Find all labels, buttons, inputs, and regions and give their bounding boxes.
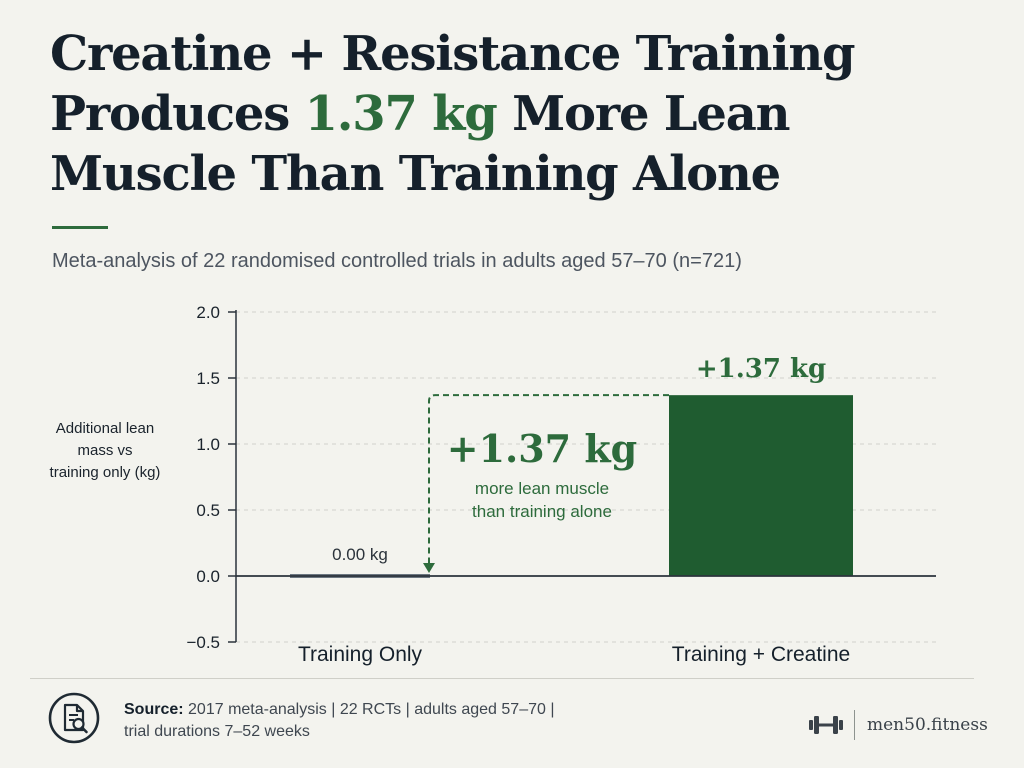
arrow-head xyxy=(423,563,435,573)
annotation-line-2: than training alone xyxy=(472,502,612,521)
y-axis-label: Additional lean mass vs training only (k… xyxy=(30,418,180,484)
source-label: Source: xyxy=(124,701,184,718)
document-search-icon xyxy=(48,692,100,744)
bar-value-label: 0.00 kg xyxy=(332,545,388,564)
title-line-1: Creatine + Resistance Training xyxy=(50,26,856,82)
annotation-value: +1.37 kg xyxy=(447,426,638,471)
chart-title: Creatine + Resistance Training Produces … xyxy=(50,24,990,204)
source-line-1: 2017 meta-analysis | 22 RCTs | adults ag… xyxy=(183,701,555,718)
title-line-2-start: Produces xyxy=(50,86,305,142)
annotation-line-1: more lean muscle xyxy=(475,479,609,498)
x-category-label: Training Only xyxy=(298,643,423,666)
source-note: Source: 2017 meta-analysis | 22 RCTs | a… xyxy=(124,699,624,743)
y-axis-label-line-3: training only (kg) xyxy=(49,464,161,481)
footer-divider xyxy=(30,678,974,679)
title-accent-rule xyxy=(52,226,108,229)
brand-mark[interactable]: men50.fitness xyxy=(808,708,988,742)
source-line-2: trial durations 7–52 weeks xyxy=(124,723,310,740)
bar xyxy=(669,395,853,576)
brand-name: men50.fitness xyxy=(867,715,988,735)
y-tick-label: 1.5 xyxy=(196,369,220,388)
y-tick-label: −0.5 xyxy=(186,633,220,652)
y-tick-label: 0.5 xyxy=(196,501,220,520)
x-category-label: Training + Creatine xyxy=(672,643,850,666)
dumbbell-icon xyxy=(809,716,843,734)
chart-subtitle: Meta-analysis of 22 randomised controlle… xyxy=(52,250,742,272)
title-line-2-end: More Lean xyxy=(496,86,790,142)
brand-divider xyxy=(854,710,855,740)
bar-value-label: +1.37 kg xyxy=(696,354,826,384)
difference-connector xyxy=(428,394,669,565)
y-tick-label: 2.0 xyxy=(196,303,220,322)
y-axis-label-line-1: Additional lean xyxy=(55,420,155,437)
y-axis-label-line-2: mass vs xyxy=(77,442,133,459)
y-tick-label: 0.0 xyxy=(196,567,220,586)
bar-chart: 2.0 1.5 1.0 0.5 0.0 −0.5 0.00 kg +1.37 kg +1.37 … xyxy=(186,303,936,666)
title-highlight: 1.37 kg xyxy=(304,86,498,142)
title-line-3: Muscle Than Training Alone xyxy=(50,146,781,202)
y-tick-label: 1.0 xyxy=(196,435,220,454)
